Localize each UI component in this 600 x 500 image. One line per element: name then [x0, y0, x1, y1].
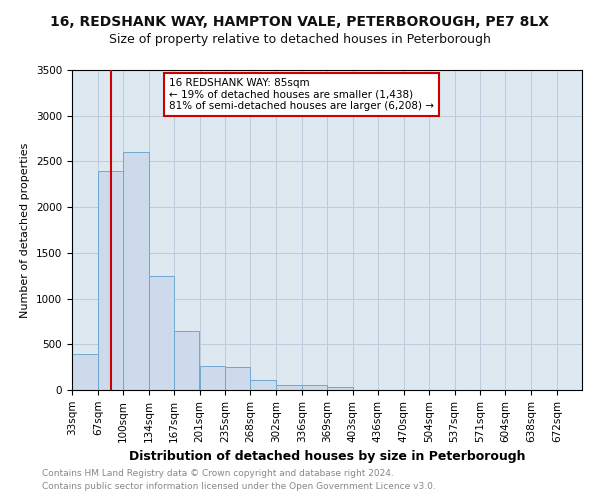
Text: Size of property relative to detached houses in Peterborough: Size of property relative to detached ho… — [109, 32, 491, 46]
Text: Contains HM Land Registry data © Crown copyright and database right 2024.: Contains HM Land Registry data © Crown c… — [42, 468, 394, 477]
Bar — [72, 354, 98, 390]
X-axis label: Distribution of detached houses by size in Peterborough: Distribution of detached houses by size … — [129, 450, 525, 463]
Bar — [327, 388, 353, 390]
Bar — [302, 386, 327, 390]
Bar — [173, 332, 199, 390]
Bar — [123, 152, 149, 390]
Text: 16, REDSHANK WAY, HAMPTON VALE, PETERBOROUGH, PE7 8LX: 16, REDSHANK WAY, HAMPTON VALE, PETERBOR… — [50, 15, 550, 29]
Bar — [250, 380, 276, 390]
Text: 16 REDSHANK WAY: 85sqm
← 19% of detached houses are smaller (1,438)
81% of semi-: 16 REDSHANK WAY: 85sqm ← 19% of detached… — [169, 78, 434, 111]
Bar — [98, 172, 123, 390]
Bar — [226, 367, 250, 390]
Y-axis label: Number of detached properties: Number of detached properties — [20, 142, 31, 318]
Bar — [149, 276, 173, 390]
Bar — [276, 385, 302, 390]
Bar — [199, 366, 226, 390]
Text: Contains public sector information licensed under the Open Government Licence v3: Contains public sector information licen… — [42, 482, 436, 491]
